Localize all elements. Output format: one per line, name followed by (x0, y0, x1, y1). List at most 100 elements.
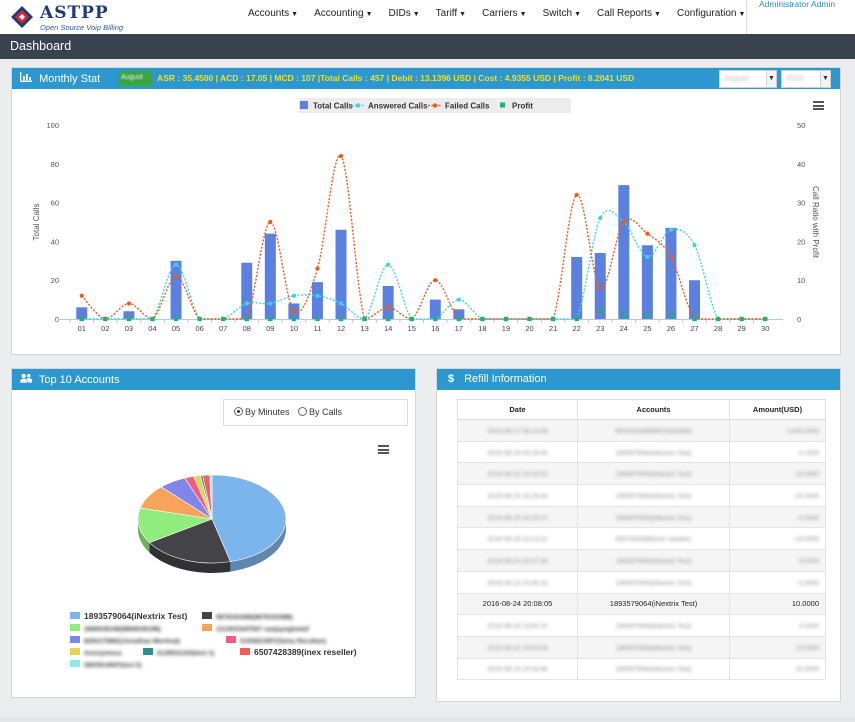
answered-calls-point (456, 297, 461, 302)
answered-calls-point (692, 243, 697, 248)
table-row: 2016-08-24 20:47:35 1893579064(iNextrix T… (457, 549, 826, 572)
chart-menu-icon[interactable] (813, 101, 824, 110)
legend-label: 5193821997(Selva Recallao) (240, 638, 327, 645)
profit-point (220, 316, 226, 322)
nav-switch[interactable]: Switch ▼ (543, 8, 581, 19)
chart-menu-icon[interactable] (378, 445, 389, 454)
pie-legend-item[interactable]: 1113031647567 sanjayvghelaif (202, 623, 309, 633)
profit-point (197, 316, 202, 322)
pie-legend-item[interactable]: 5193821997(Selva Recallao) (226, 635, 326, 645)
cell-account: 1893579064(iNextrix Test) (577, 657, 730, 681)
pie-legend-item[interactable]: 6507428389(inex reseller) (240, 647, 357, 657)
y-tick-label: 0 (55, 315, 59, 324)
cell-account-text: 9878181688(9878181688) (615, 427, 692, 435)
failed-calls-point (645, 231, 650, 236)
table-row: 2016-08-25 10:13:21 6507428389(inex resel… (457, 527, 826, 551)
column-header-date[interactable]: Date (457, 399, 578, 420)
legend-swatch (70, 624, 80, 631)
column-header-amount[interactable]: Amount(USD) (729, 399, 826, 420)
y2-tick-label: 40 (797, 160, 805, 169)
cell-account: 1893579064(iNextrix Test) (577, 484, 730, 507)
y-tick-label: 40 (51, 237, 59, 246)
nav-label: Accounting (314, 8, 364, 19)
dollar-icon: $ (447, 373, 455, 385)
failed-calls-point (598, 285, 603, 291)
profit-point (315, 316, 320, 322)
legend-item: Failed Calls (428, 102, 490, 111)
legend-swatch (70, 636, 80, 643)
x-tick-label: 27 (690, 324, 698, 333)
monthly-stat-title: Monthly Stat (39, 73, 101, 85)
nav-accounting[interactable]: Accounting ▼ (314, 8, 372, 19)
x-tick-label: 26 (667, 324, 675, 333)
cell-amount: 10.0000 (729, 462, 826, 486)
cell-amount: -0.0000 (729, 505, 826, 529)
year-select[interactable]: 2016 ▼ (781, 70, 831, 88)
pie-legend-item[interactable]: 5803914597(test 2) (70, 659, 141, 669)
cell-amount-text: 10.0000 (795, 644, 820, 652)
legend-marker (355, 103, 361, 108)
nav-tariff[interactable]: Tariff ▼ (436, 8, 466, 19)
stat-summary: August ASR : 35.4500 | ACD : 17.05 | MCD… (119, 70, 659, 86)
x-tick-label: 17 (455, 324, 463, 333)
caret-down-icon: ▼ (365, 11, 373, 18)
cell-account-text: 1893579064(iNextrix Test) (615, 514, 692, 522)
pie-legend-item[interactable]: 9878181688(9878181688) (202, 611, 293, 621)
by-minutes-option[interactable]: By Minutes (234, 407, 290, 417)
y2-tick-label: 20 (797, 237, 805, 246)
legend-label: 9878181688(9878181688) (216, 614, 293, 621)
x-tick-label: 02 (101, 324, 109, 333)
table-row: 2016-08-24 20:46:23 1893579064(iNextrix T… (457, 570, 826, 594)
profit-point (574, 316, 579, 322)
cell-amount: 5.0000 (729, 549, 826, 572)
profit-point (645, 312, 650, 318)
table-row: 2016-08-25 16:28:52 1893579064(iNextrix T… (457, 462, 826, 486)
cell-amount-text: 1,000.0000 (786, 427, 819, 435)
page-title: Dashboard (0, 34, 855, 59)
legend-label: 6507428389(inex reseller) (254, 647, 357, 657)
cell-date: 2016-08-25 10:13:21 (457, 527, 578, 551)
bar-total-calls (170, 260, 182, 319)
pie-legend-item[interactable]: 8293175882(Jonathan Mertinal) (70, 635, 180, 645)
answered-calls-line (81, 209, 766, 320)
cell-account-text: 1893579064(iNextrix Test) (609, 599, 698, 609)
cell-account-text: 1893579064(iNextrix Test) (615, 557, 692, 565)
pie-legend-item[interactable]: 2869036198(9869036198) (70, 623, 161, 633)
user-menu[interactable]: Administrator Admin (746, 0, 855, 34)
profit-point (126, 316, 132, 322)
failed-calls-point (574, 192, 579, 197)
nav-call-reports[interactable]: Call Reports ▼ (597, 8, 661, 19)
cell-account: 1893579064(iNextrix Test) (577, 462, 730, 486)
x-tick-label: 09 (266, 324, 274, 333)
cell-account: 1893579064(iNextrix Test) (577, 614, 730, 637)
cell-amount-text: -10.0000 (793, 536, 819, 544)
column-header-accounts[interactable]: Accounts (577, 399, 730, 420)
by-calls-option[interactable]: By Calls (298, 407, 342, 417)
nav-label: Configuration (676, 8, 737, 19)
table-row: 2016-08-27 08:12:09 9878181688(9878181688… (457, 419, 826, 442)
answered-calls-point (291, 293, 296, 298)
pie-legend-item[interactable]: Anonymous (70, 647, 122, 657)
caret-down-icon: ▼ (519, 11, 527, 18)
legend-label: 6129031193(test 1) (157, 650, 215, 657)
pie-legend-item[interactable]: 1893579064(iNextrix Test) (70, 611, 187, 621)
nav-dids[interactable]: DIDs ▼ (389, 8, 420, 19)
x-tick-label: 07 (219, 324, 227, 333)
astpp-logo[interactable]: ASTPP Open Source Voip Billing (8, 3, 138, 33)
top-navbar: ASTPP Open Source Voip Billing Accounts ▼… (0, 0, 855, 34)
cell-amount-text: 5.0000 (799, 557, 819, 565)
y-tick-label: 60 (51, 199, 59, 208)
legend-item: Total Calls (300, 101, 353, 111)
legend-swatch (500, 102, 505, 108)
cell-date-text: 2016-08-24 19:05:10 (487, 623, 548, 631)
caret-down-icon: ▼ (654, 11, 661, 18)
pie-legend-item[interactable]: 6129031193(test 1) (143, 647, 214, 657)
month-select[interactable]: August ▼ (719, 70, 777, 88)
caret-down-icon: ▼ (459, 11, 467, 18)
cell-amount-text: 0.0000 (799, 623, 819, 631)
nav-accounts[interactable]: Accounts ▼ (248, 8, 298, 19)
nav-configuration[interactable]: Configuration ▼ (677, 8, 745, 19)
cell-account-text: 1893579064(iNextrix Test) (615, 579, 692, 587)
nav-carriers[interactable]: Carriers ▼ (482, 8, 527, 19)
answered-calls-point (315, 293, 320, 298)
